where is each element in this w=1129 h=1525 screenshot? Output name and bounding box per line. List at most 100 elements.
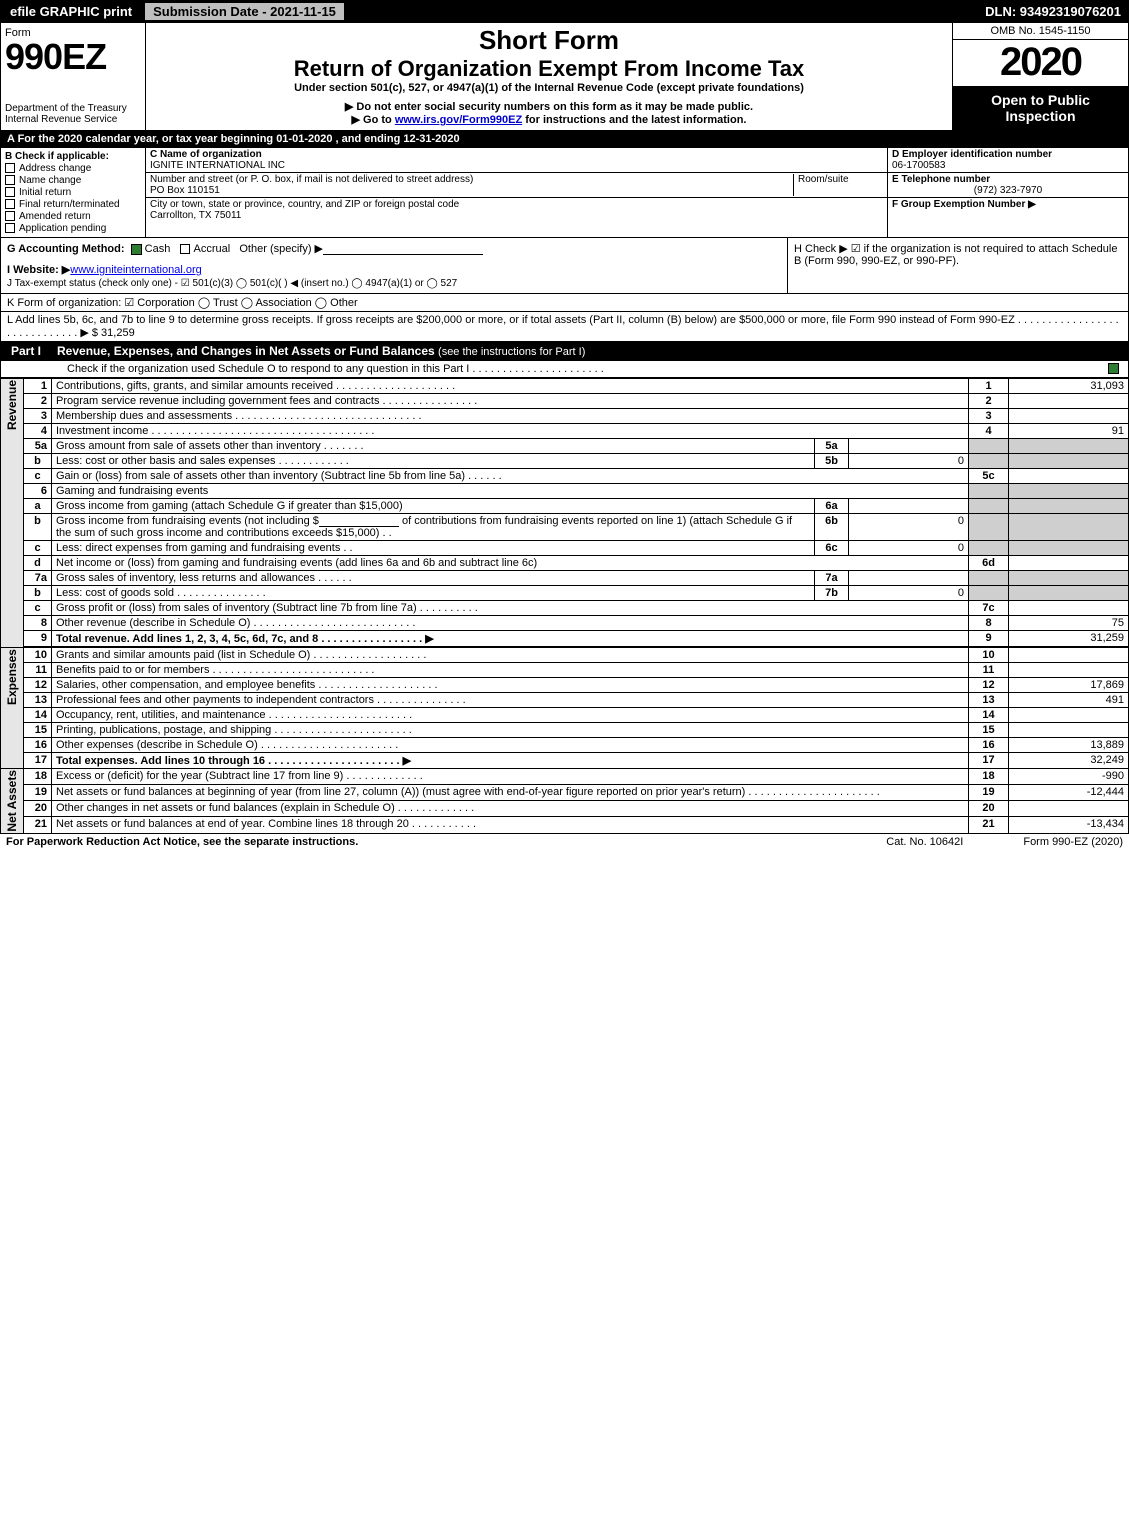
line-5c: c Gain or (loss) from sale of assets oth… <box>1 469 1129 484</box>
c-address-label: Number and street (or P. O. box, if mail… <box>150 174 473 185</box>
paperwork-notice: For Paperwork Reduction Act Notice, see … <box>6 836 358 848</box>
part-1-checknote-text: Check if the organization used Schedule … <box>7 363 1108 375</box>
line-16-amount: 13,889 <box>1009 738 1129 753</box>
expenses-section-label: Expenses <box>5 649 19 705</box>
g-cash-label: Cash <box>145 243 171 255</box>
open-to-public: Open to Public Inspection <box>953 86 1128 130</box>
line-6a-text: Gross income from gaming (attach Schedul… <box>52 499 815 514</box>
omb-number: OMB No. 1545-1150 <box>953 23 1128 40</box>
line-6c-amount: 0 <box>849 541 969 556</box>
line-14-text: Occupancy, rent, utilities, and maintena… <box>52 708 969 723</box>
g-accrual-checkbox[interactable] <box>180 244 190 254</box>
line-21-amount: -13,434 <box>1009 817 1129 833</box>
part-1-checknote: Check if the organization used Schedule … <box>0 361 1129 378</box>
department-label: Department of the Treasury <box>5 103 141 114</box>
line-11-amount <box>1009 663 1129 678</box>
line-17-text: Total expenses. Add lines 10 through 16 … <box>52 753 969 769</box>
line-9-amount: 31,259 <box>1009 631 1129 647</box>
line-14-amount <box>1009 708 1129 723</box>
line-10-amount <box>1009 648 1129 663</box>
line-7b-text: Less: cost of goods sold . . . . . . . .… <box>52 586 815 601</box>
line-4-amount: 91 <box>1009 424 1129 439</box>
j-tax-exempt-status: J Tax-exempt status (check only one) - ☑… <box>7 278 781 289</box>
b-opt-name-change[interactable]: Name change <box>5 175 141 186</box>
line-21: 21Net assets or fund balances at end of … <box>1 817 1129 833</box>
line-3: 3 Membership dues and assessments . . . … <box>1 409 1129 424</box>
line-12-text: Salaries, other compensation, and employ… <box>52 678 969 693</box>
instructions-link[interactable]: www.irs.gov/Form990EZ <box>395 114 522 126</box>
line-17-amount: 32,249 <box>1009 753 1129 769</box>
line-15-amount <box>1009 723 1129 738</box>
line-12-amount: 17,869 <box>1009 678 1129 693</box>
line-13-amount: 491 <box>1009 693 1129 708</box>
short-form-title: Short Form <box>152 25 946 56</box>
form-number: 990EZ <box>5 39 141 75</box>
top-bar: efile GRAPHIC print Submission Date - 20… <box>0 0 1129 23</box>
line-1-box: 1 <box>969 379 1009 394</box>
section-def: D Employer identification number 06-1700… <box>888 148 1128 237</box>
line-18: Net Assets 18Excess or (deficit) for the… <box>1 769 1129 785</box>
line-6b: b Gross income from fundraising events (… <box>1 514 1129 541</box>
line-3-amount <box>1009 409 1129 424</box>
line-15-text: Printing, publications, postage, and shi… <box>52 723 969 738</box>
line-2-text: Program service revenue including govern… <box>52 394 969 409</box>
line-6c: c Less: direct expenses from gaming and … <box>1 541 1129 556</box>
g-cash-checkbox[interactable] <box>131 244 142 255</box>
g-accounting-method: G Accounting Method: Cash Accrual Other … <box>7 242 781 255</box>
row-gh: G Accounting Method: Cash Accrual Other … <box>0 238 1129 294</box>
line-14: 14Occupancy, rent, utilities, and mainte… <box>1 708 1129 723</box>
form-reference: Form 990-EZ (2020) <box>1023 836 1123 848</box>
block-bcdef: B Check if applicable: Address change Na… <box>0 148 1129 238</box>
b-opt-initial-return[interactable]: Initial return <box>5 187 141 198</box>
part-1-tag: Part I <box>1 342 51 360</box>
e-phone-value: (972) 323-7970 <box>892 185 1124 196</box>
line-7a: 7a Gross sales of inventory, less return… <box>1 571 1129 586</box>
l-text: L Add lines 5b, 6c, and 7b to line 9 to … <box>7 314 1119 339</box>
org-address: PO Box 110151 <box>150 185 220 196</box>
dln: DLN: 93492319076201 <box>985 4 1125 19</box>
l-amount: 31,259 <box>101 327 135 339</box>
line-7a-amount <box>849 571 969 586</box>
line-6d-text: Net income or (loss) from gaming and fun… <box>52 556 969 571</box>
form-header-right: OMB No. 1545-1150 2020 Open to Public In… <box>953 23 1128 130</box>
d-ein-value: 06-1700583 <box>892 160 945 171</box>
e-phone-label: E Telephone number <box>892 174 990 185</box>
line-20-text: Other changes in net assets or fund bala… <box>52 801 969 817</box>
line-17: 17Total expenses. Add lines 10 through 1… <box>1 753 1129 769</box>
line-6a: a Gross income from gaming (attach Sched… <box>1 499 1129 514</box>
line-20-amount <box>1009 801 1129 817</box>
line-16: 16Other expenses (describe in Schedule O… <box>1 738 1129 753</box>
line-5a: 5a Gross amount from sale of assets othe… <box>1 439 1129 454</box>
line-7c-amount <box>1009 601 1129 616</box>
part-1-checkbox[interactable] <box>1108 363 1119 374</box>
line-9: 9 Total revenue. Add lines 1, 2, 3, 4, 5… <box>1 631 1129 647</box>
line-6-text: Gaming and fundraising events <box>52 484 969 499</box>
catalog-number: Cat. No. 10642I <box>886 836 963 848</box>
netassets-section-label: Net Assets <box>5 770 19 832</box>
b-opt-amended-return[interactable]: Amended return <box>5 211 141 222</box>
d-ein-label: D Employer identification number <box>892 149 1052 160</box>
line-6: 6 Gaming and fundraising events <box>1 484 1129 499</box>
print-label[interactable]: print <box>103 4 132 19</box>
return-title: Return of Organization Exempt From Incom… <box>152 56 946 82</box>
c-name-label: C Name of organization <box>150 149 262 160</box>
g-other-input[interactable] <box>323 243 483 255</box>
line-1-amount: 31,093 <box>1009 379 1129 394</box>
line-19-text: Net assets or fund balances at beginning… <box>52 785 969 801</box>
line-4: 4 Investment income . . . . . . . . . . … <box>1 424 1129 439</box>
line-13-text: Professional fees and other payments to … <box>52 693 969 708</box>
website-link[interactable]: www.igniteinternational.org <box>70 264 201 276</box>
line-5b-text: Less: cost or other basis and sales expe… <box>52 454 815 469</box>
b-opt-application-pending[interactable]: Application pending <box>5 223 141 234</box>
line-7c: c Gross profit or (loss) from sales of i… <box>1 601 1129 616</box>
b-opt-address-change[interactable]: Address change <box>5 163 141 174</box>
goto-prefix: ▶ Go to <box>352 114 395 126</box>
b-opt-final-return[interactable]: Final return/terminated <box>5 199 141 210</box>
line-11: 11Benefits paid to or for members . . . … <box>1 663 1129 678</box>
line-19-amount: -12,444 <box>1009 785 1129 801</box>
line-7b: b Less: cost of goods sold . . . . . . .… <box>1 586 1129 601</box>
g-accrual-label: Accrual <box>194 243 231 255</box>
line-10-text: Grants and similar amounts paid (list in… <box>52 648 969 663</box>
section-h: H Check ▶ ☑ if the organization is not r… <box>788 238 1128 293</box>
line-6b-input[interactable] <box>319 515 399 527</box>
